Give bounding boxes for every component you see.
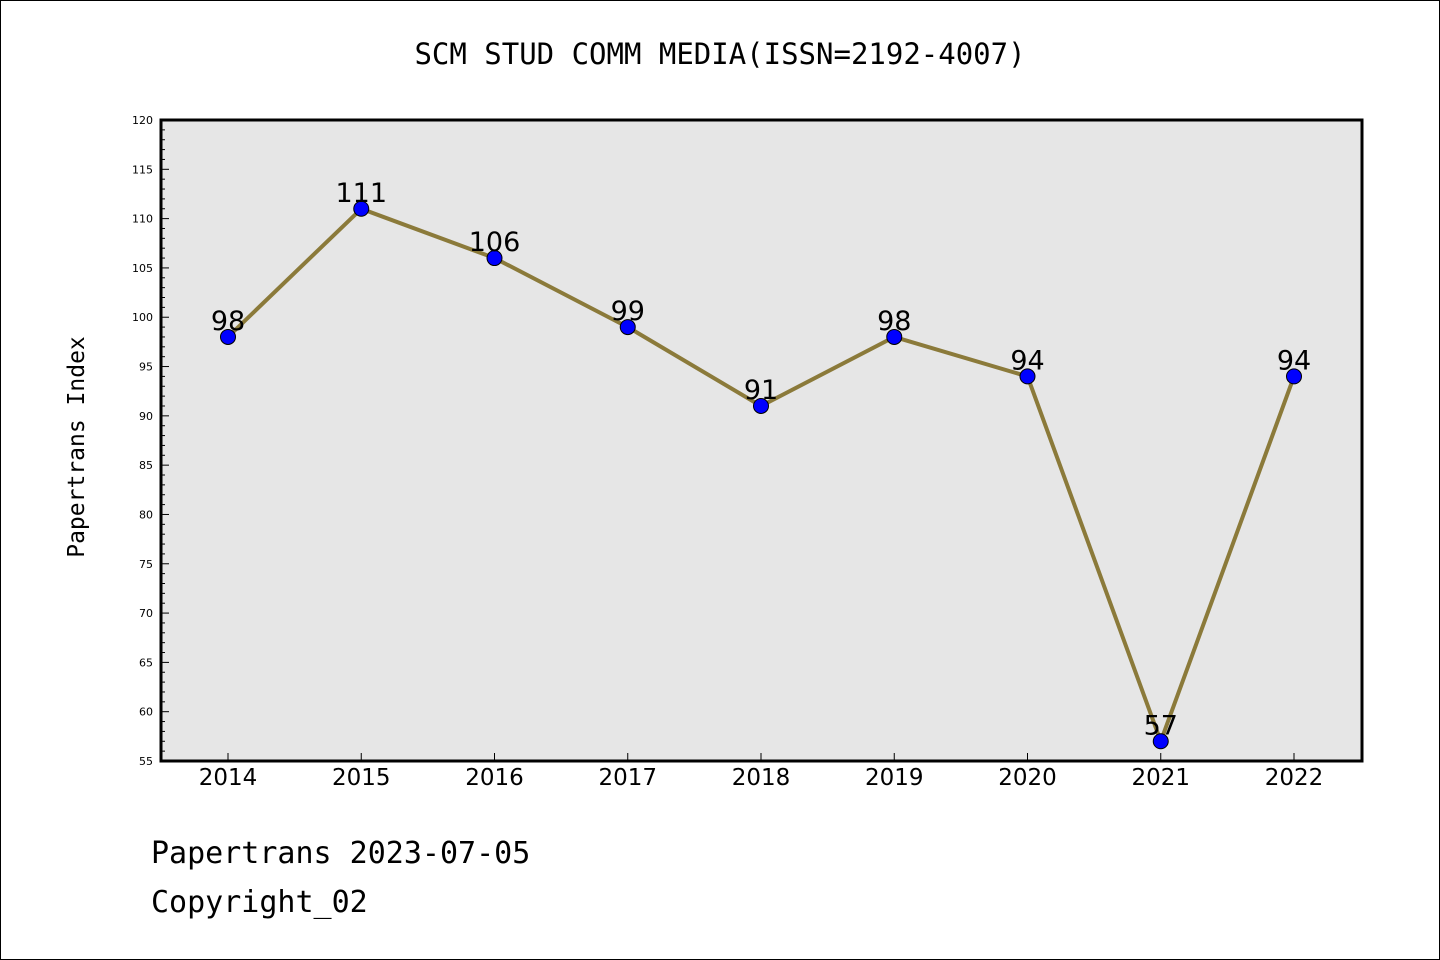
data-point	[220, 328, 236, 345]
data-label: 57	[1144, 710, 1178, 741]
data-label: 94	[1277, 345, 1311, 376]
chart-title: SCM STUD COMM MEDIA(ISSN=2192-4007)	[414, 37, 1026, 71]
footer-copyright: Copyright_02	[151, 885, 368, 920]
data-label: 99	[611, 296, 645, 327]
x-tick-label: 2019	[865, 765, 924, 791]
plot-area	[161, 120, 1362, 761]
y-tick-label: 120	[132, 114, 153, 127]
x-tick-label: 2022	[1265, 765, 1324, 791]
y-tick-label: 110	[132, 213, 153, 226]
y-tick-label: 80	[139, 508, 153, 521]
x-tick-label: 2014	[199, 765, 258, 791]
x-tick-label: 2015	[332, 765, 391, 791]
data-point	[1019, 368, 1036, 385]
data-point	[486, 250, 503, 267]
x-tick-label: 2016	[465, 765, 524, 791]
y-tick-label: 115	[132, 163, 153, 176]
y-tick-label: 95	[139, 361, 153, 374]
data-label: 111	[335, 178, 387, 209]
plot-frame	[159, 118, 1364, 763]
data-point	[1286, 368, 1302, 385]
y-tick-label: 70	[139, 607, 153, 620]
y-tick-label: 60	[139, 706, 153, 719]
y-tick-label: 55	[139, 755, 153, 768]
footer-date: Papertrans 2023-07-05	[151, 836, 531, 871]
data-point	[1152, 733, 1169, 750]
data-point	[619, 319, 636, 336]
data-label: 98	[877, 306, 911, 337]
data-point	[753, 397, 769, 414]
x-tick-label: 2017	[598, 765, 657, 791]
x-tick-label: 2021	[1131, 765, 1190, 791]
data-point	[353, 200, 370, 217]
y-tick-label: 65	[139, 656, 153, 669]
y-tick-label: 75	[139, 558, 153, 571]
data-label: 91	[744, 375, 778, 406]
data-label: 106	[469, 227, 521, 258]
y-tick-label: 105	[132, 262, 153, 275]
y-tick-label: 90	[139, 410, 153, 423]
y-tick-label: 100	[132, 311, 153, 324]
x-tick-label: 2018	[732, 765, 791, 791]
data-label: 94	[1010, 345, 1044, 376]
y-tick-label: 85	[139, 459, 153, 472]
x-tick-label: 2020	[998, 765, 1057, 791]
data-point	[886, 328, 903, 345]
data-label: 98	[211, 306, 245, 337]
